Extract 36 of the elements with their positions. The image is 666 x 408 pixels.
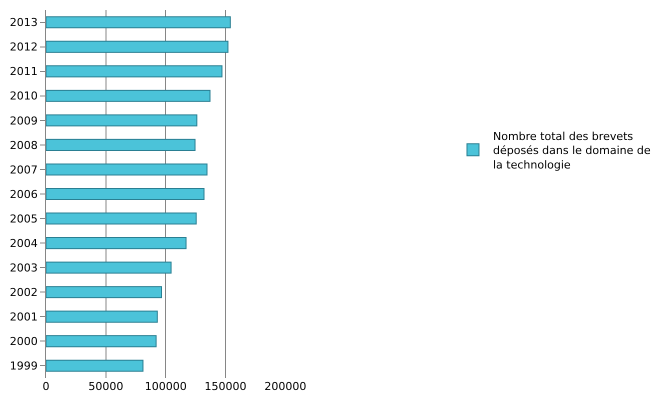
y-tick-label: 2012	[10, 40, 38, 54]
bar	[46, 335, 157, 348]
y-tick-label: 2004	[10, 236, 38, 250]
bar	[46, 138, 196, 151]
bar	[46, 114, 198, 126]
y-tick-label: 2013	[10, 16, 38, 30]
bar	[46, 188, 204, 200]
y-tick-label: 2010	[10, 90, 38, 103]
x-tick-label: 200000	[264, 380, 306, 393]
bar	[46, 237, 187, 250]
bar	[46, 310, 158, 323]
bar	[46, 360, 144, 372]
bar	[46, 40, 228, 53]
bar	[46, 65, 222, 78]
y-tick-label: 2001	[10, 310, 38, 324]
x-tick-label: 150000	[204, 380, 247, 393]
y-tick-label: 2008	[10, 138, 38, 152]
x-tick-label: 100000	[144, 380, 187, 393]
y-tick-label: 2009	[10, 114, 38, 128]
y-tick-label: 2007	[10, 163, 38, 176]
bar	[46, 286, 162, 298]
y-tick-label: 2005	[10, 212, 38, 226]
bar	[46, 16, 231, 28]
bar	[46, 262, 172, 274]
y-tick-label: 2000	[10, 335, 38, 348]
y-tick-label: 2003	[10, 261, 38, 274]
y-tick-label: 2011	[10, 65, 38, 78]
bar	[46, 212, 197, 225]
y-tick-label: 2002	[10, 286, 38, 299]
bar	[46, 163, 208, 176]
x-tick-label: 0	[42, 380, 50, 393]
y-tick-label: 2006	[10, 188, 38, 201]
legend-label: Nombre total des brevets déposés dans le domaine de la technologie	[492, 130, 651, 172]
y-tick-label: 1999	[10, 360, 38, 373]
x-tick-label: 50000	[88, 380, 124, 393]
bar	[46, 90, 210, 102]
